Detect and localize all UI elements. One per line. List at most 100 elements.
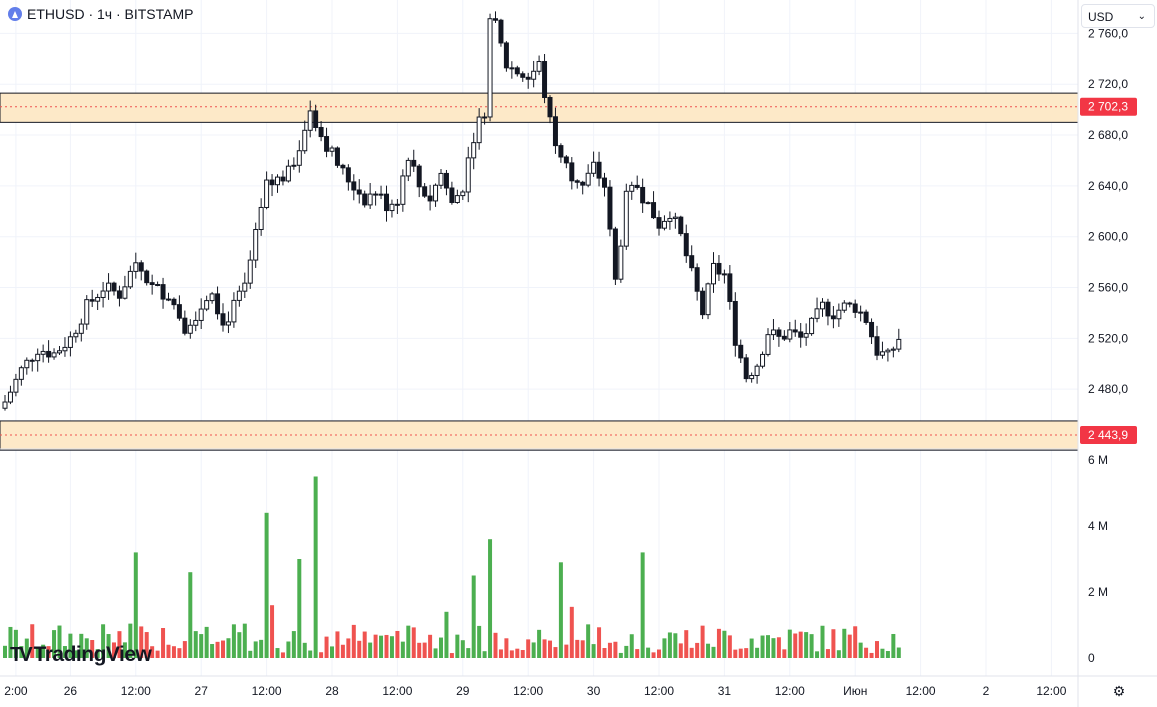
candle-body [100,290,106,298]
volume-series [3,476,901,658]
volume-bar [853,626,858,658]
volume-bar [716,628,721,658]
candle-body [852,303,858,313]
volume-bar [150,646,155,658]
volume-bar [24,638,29,658]
candle-body [384,193,389,212]
volume-bar [738,648,743,658]
symbol-title[interactable]: ETHUSD · 1ч · BITSTAMP [8,6,194,22]
volume-bar [760,635,765,658]
candle-body [645,202,651,205]
volume-bar [411,627,416,658]
candle-body [73,332,79,338]
price-tick-label: 2 600,0 [1088,230,1128,244]
candle-body [667,217,673,222]
volume-bar [695,642,700,658]
candle-body [13,378,19,393]
candle-body [542,61,548,98]
candle-body [552,116,558,147]
candle-body [225,321,231,326]
candle-body [269,179,275,186]
candle-body [503,42,509,69]
volume-bar [346,638,351,658]
candle-body [220,313,226,326]
candle-body [863,311,869,323]
currency-label: USD [1088,10,1114,24]
volume-bar [537,629,542,658]
volume-bar [68,633,73,658]
candle-body [890,348,896,351]
volume-bar [885,651,890,658]
volume-bar [73,650,78,658]
candle-body [536,61,542,72]
candle-body [133,262,139,272]
candle-body [329,147,335,152]
candle-body [754,365,760,376]
volume-bar [744,648,749,658]
key-level-zones [0,92,1079,451]
price-tick-label: 2 520,0 [1088,331,1128,345]
volume-bar [558,562,563,658]
gear-icon[interactable]: ⚙ [1112,682,1126,699]
price-axis[interactable]: 2 760,0 2 720,0 2 680,0 2 640,0 2 600,0 2 560… [1088,26,1128,396]
candle-body [656,217,662,229]
candle-body [433,184,439,202]
candle-body [138,262,144,272]
volume-bar [340,644,345,658]
time-tick-label: 27 [195,684,209,698]
candle-body [106,282,112,292]
candle-body [155,284,161,287]
volume-bar [706,643,711,658]
candle-body [700,290,706,316]
volume-bar [302,642,307,658]
volume-bar [199,634,204,658]
volume-bar [286,641,291,658]
volume-tick-label: 4 M [1088,519,1108,533]
candle-body [193,319,199,326]
volume-axis[interactable]: 6 M 4 M 2 M 0 [1088,453,1108,665]
volume-bar [493,632,498,658]
candle-body [841,302,847,311]
volume-bar [798,631,803,658]
candle-body [482,116,488,119]
candle-body [264,179,270,208]
price-tick-label: 2 560,0 [1088,281,1128,295]
volume-bar [597,627,602,658]
time-tick-label: 12:00 [121,684,151,698]
volume-bar [330,646,334,658]
candle-body [640,186,646,204]
volume-bar [875,641,879,658]
candle-body [275,176,280,186]
volume-bar [831,629,836,658]
volume-bar [177,648,182,658]
candle-body [253,228,259,261]
tradingview-logo[interactable]: TV TradingView [10,643,152,667]
volume-bar [646,647,651,658]
volume-bar [351,624,356,658]
candle-body [78,323,84,334]
volume-bar [188,572,193,658]
volume-bar [787,629,792,658]
volume-bar [297,559,302,658]
candle-body [672,216,678,219]
candle-body [29,359,35,362]
time-axis[interactable]: 2:00 26 12:00 27 12:00 28 12:00 29 12:00 30 12:00 3… [4,684,1067,698]
volume-bar [210,644,215,658]
candle-body [280,176,286,182]
candle-body [683,233,689,257]
candle-body [285,165,291,182]
candle-body [362,193,368,206]
volume-bar [122,642,127,658]
volume-bar [128,623,133,658]
volume-bar [182,641,187,658]
volume-bar [193,631,198,658]
price-tick-label: 2 480,0 [1088,382,1128,396]
volume-bar [766,635,770,658]
candle-body [351,181,357,191]
candle-body [830,315,836,320]
currency-select[interactable]: USD ⌄ [1081,4,1155,28]
volume-bar [8,626,13,658]
volume-bar [662,638,667,658]
volume-bar [62,646,67,658]
